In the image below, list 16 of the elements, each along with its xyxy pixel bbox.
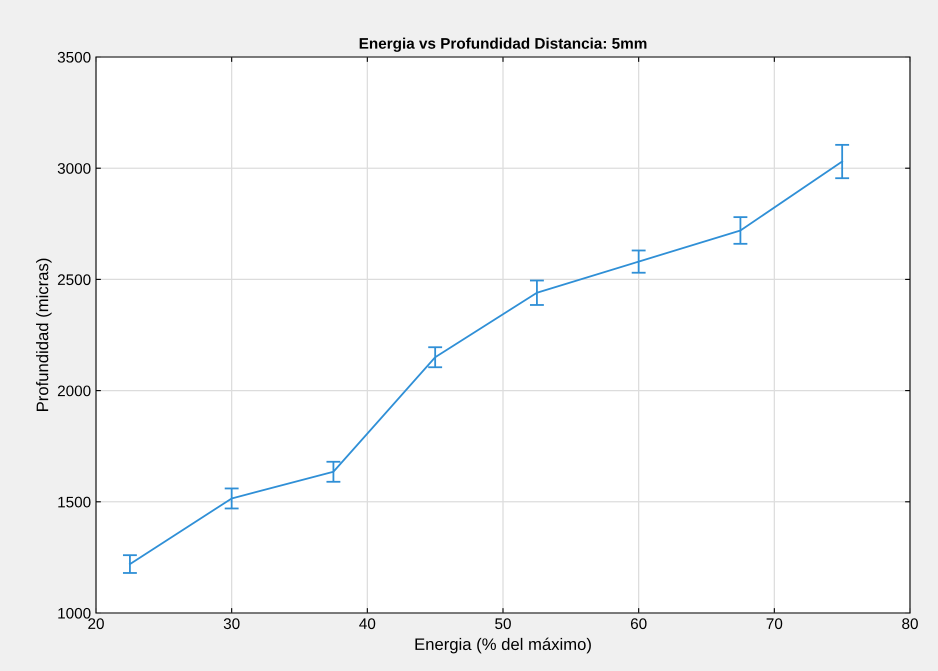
x-tick-label: 50 xyxy=(495,618,511,630)
y-tick-label: 3000 xyxy=(58,163,91,174)
x-tick-label: 80 xyxy=(902,618,918,630)
x-tick-label: 70 xyxy=(766,618,782,630)
x-tick-label: 40 xyxy=(359,618,376,630)
y-tick-label: 3500 xyxy=(58,52,91,63)
x-tick-label: 20 xyxy=(88,618,104,630)
y-tick-label: 1500 xyxy=(58,496,91,508)
x-axis-title: Energia (% del máximo) xyxy=(415,638,591,654)
y-tick-label: 1000 xyxy=(58,608,91,619)
y-tick-label: 2000 xyxy=(58,385,91,396)
y-axis-title: Profundidad (micras) xyxy=(36,258,52,411)
x-tick-label: 30 xyxy=(224,618,240,630)
chart-title: Energia vs Profundidad Distancia: 5mm xyxy=(360,38,646,52)
y-tick-label: 2500 xyxy=(58,274,91,286)
x-tick-label: 60 xyxy=(630,618,647,630)
